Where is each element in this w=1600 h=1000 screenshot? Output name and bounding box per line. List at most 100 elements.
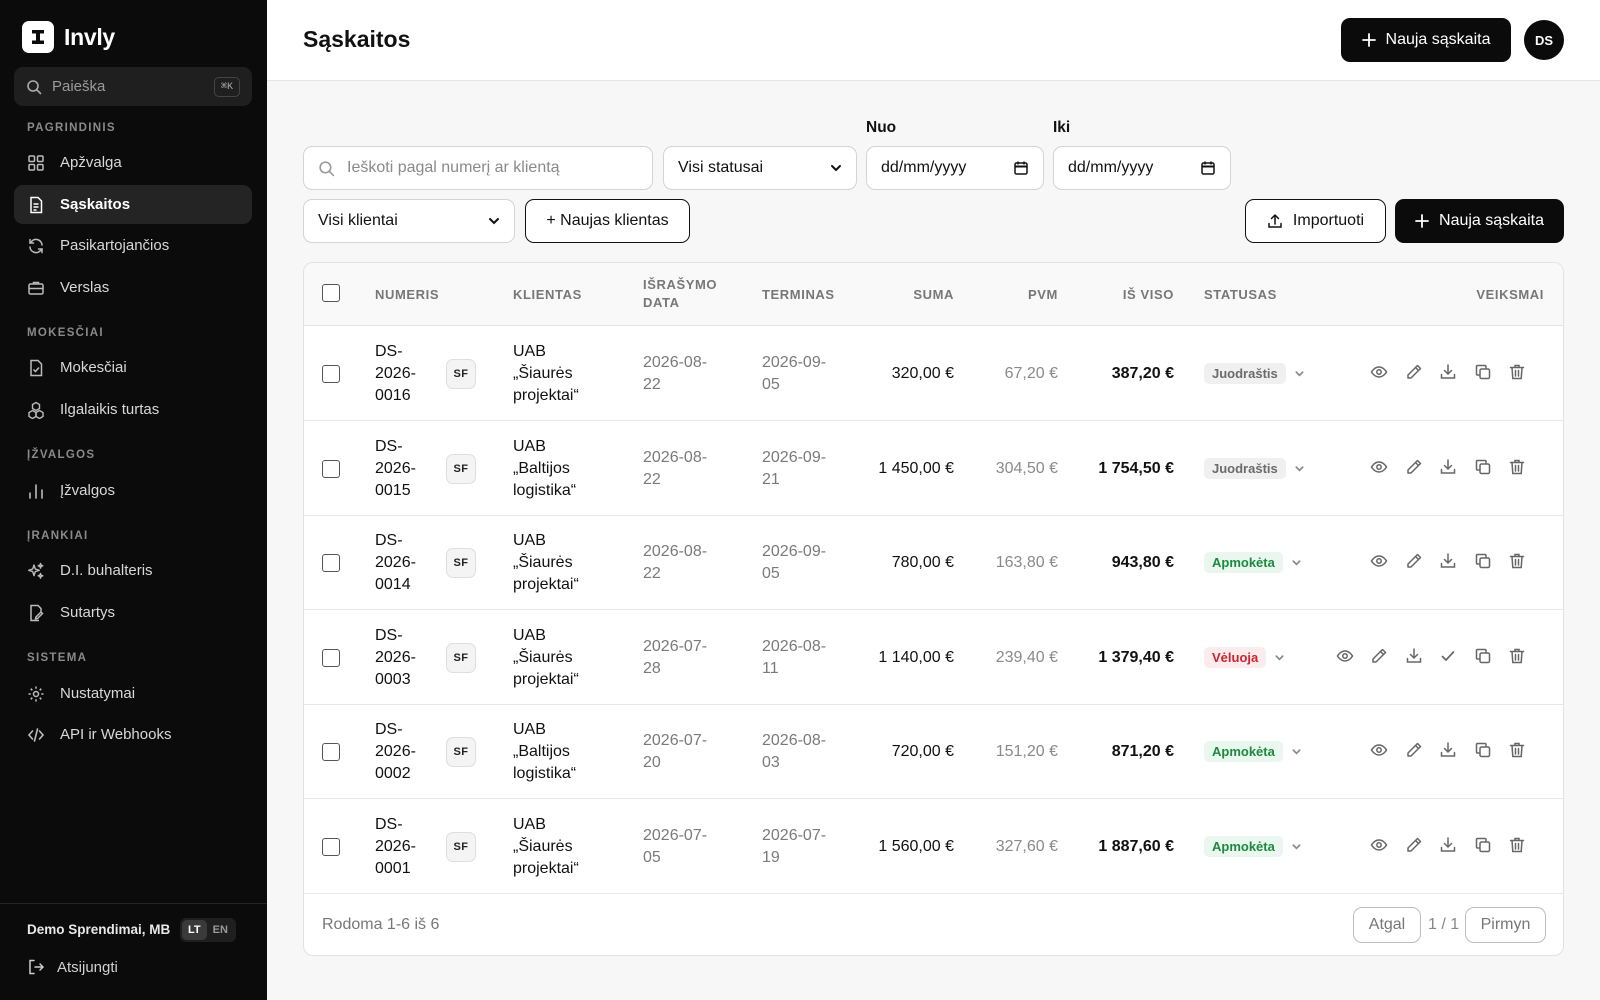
sidebar-item-overview[interactable]: Apžvalga [14, 143, 252, 182]
new-client-button[interactable]: + Naujas klientas [525, 199, 690, 243]
logout-button[interactable]: Atsijungti [27, 958, 118, 976]
trash-icon[interactable] [1507, 457, 1527, 477]
sparkles-icon [26, 561, 46, 581]
header-new-invoice-button[interactable]: Nauja sąskaita [1341, 18, 1511, 62]
date-from-input[interactable]: dd/mm/yyyy [866, 146, 1044, 190]
num-cell: DS- [375, 437, 403, 455]
copy-icon[interactable] [1473, 740, 1493, 760]
pencil-icon[interactable] [1404, 835, 1424, 855]
sidebar-item-insights[interactable]: Įžvalgos [14, 471, 252, 510]
sidebar-item-recurring[interactable]: Pasikartojančios [14, 226, 252, 265]
trash-icon[interactable] [1507, 551, 1527, 571]
language-switch[interactable]: LT EN [180, 918, 236, 942]
col-due[interactable]: TERMINAS [762, 287, 835, 302]
eye-icon[interactable] [1369, 835, 1389, 855]
date-cell: 05 [762, 565, 780, 582]
download-icon[interactable] [1438, 835, 1458, 855]
import-button[interactable]: Importuoti [1245, 199, 1386, 243]
calendar-icon[interactable] [1200, 160, 1216, 176]
calendar-icon[interactable] [1013, 160, 1029, 176]
status-dropdown[interactable]: Apmokėta [1204, 835, 1302, 857]
date-cell: 2026-07- [643, 732, 708, 749]
trash-icon[interactable] [1507, 362, 1527, 382]
download-icon[interactable] [1438, 362, 1458, 382]
sidebar-item-taxes[interactable]: Mokesčiai [14, 348, 252, 387]
eye-icon[interactable] [1369, 740, 1389, 760]
copy-icon[interactable] [1473, 551, 1493, 571]
status-dropdown[interactable]: Vėluoja [1204, 646, 1285, 668]
tot-cell: 943,80 € [1111, 554, 1174, 571]
select-all-checkbox[interactable] [322, 284, 340, 302]
table-row[interactable]: DS- 2026- 0014 SF UAB „Šiaurės projektai“ 2026-… [304, 516, 1563, 610]
row-checkbox[interactable] [322, 837, 340, 856]
pencil-icon[interactable] [1404, 740, 1424, 760]
sidebar-item-invoices[interactable]: Sąskaitos [14, 185, 252, 224]
eye-icon[interactable] [1369, 551, 1389, 571]
chevron-down-icon [1291, 746, 1302, 757]
eye-icon[interactable] [1369, 457, 1389, 477]
col-total[interactable]: IŠ VISO [1122, 287, 1174, 302]
pencil-icon[interactable] [1404, 457, 1424, 477]
brand[interactable]: Invly [22, 21, 115, 53]
trash-icon[interactable] [1507, 740, 1527, 760]
col-amount[interactable]: SUMA [913, 287, 954, 302]
status-dropdown[interactable]: Apmokėta [1204, 552, 1302, 573]
lang-lt[interactable]: LT [182, 920, 207, 940]
pencil-icon[interactable] [1404, 362, 1424, 382]
col-number[interactable]: NUMERIS [375, 287, 440, 302]
pencil-icon[interactable] [1404, 551, 1424, 571]
sidebar-item-label: Apžvalga [60, 154, 122, 171]
col-vat[interactable]: PVM [1028, 287, 1058, 302]
eye-icon[interactable] [1335, 646, 1355, 666]
trash-icon[interactable] [1507, 646, 1527, 666]
row-checkbox[interactable] [322, 743, 340, 761]
invoice-search-input[interactable]: Ieškoti pagal numerį ar klientą [303, 146, 653, 190]
prev-page-button[interactable]: Atgal [1353, 907, 1421, 943]
table-row[interactable]: DS- 2026- 0001 SF UAB „Šiaurės projektai“ 2026-… [304, 800, 1563, 894]
table-row[interactable]: DS- 2026- 0016 SF UAB „Šiaurės projektai“ 2026-… [304, 327, 1563, 421]
table-row[interactable]: DS- 2026- 0002 SF UAB „Baltijos logistika“ 2026… [304, 705, 1563, 799]
client-cell: „Šiaurės [513, 648, 573, 666]
vat-cell: 304,50 € [995, 459, 1058, 477]
copy-icon[interactable] [1473, 362, 1493, 382]
status-dropdown[interactable]: Juodraštis [1204, 363, 1305, 384]
download-icon[interactable] [1404, 646, 1424, 666]
copy-icon[interactable] [1473, 646, 1493, 666]
avatar[interactable]: DS [1524, 20, 1564, 60]
col-issue-date-line1[interactable]: IŠRAŠYMO [643, 277, 718, 292]
copy-icon[interactable] [1473, 835, 1493, 855]
sidebar-item-settings[interactable]: Nustatymai [14, 674, 252, 713]
col-issue-date-line2[interactable]: DATA [643, 295, 680, 310]
sidebar-item-business[interactable]: Verslas [14, 268, 252, 307]
col-client[interactable]: KLIENTAS [513, 287, 582, 302]
row-checkbox[interactable] [322, 459, 340, 478]
sidebar-item-fixed-assets[interactable]: Ilgalaikis turtas [14, 390, 252, 429]
sidebar-item-label: Verslas [60, 279, 110, 296]
row-checkbox[interactable] [322, 554, 340, 572]
new-invoice-button[interactable]: Nauja sąskaita [1395, 199, 1564, 243]
trash-icon[interactable] [1507, 835, 1527, 855]
row-checkbox[interactable] [322, 648, 340, 667]
col-status[interactable]: STATUSAS [1204, 287, 1277, 302]
status-select[interactable]: Visi statusai [663, 146, 857, 190]
sidebar-search[interactable]: Paieška ⌘K [14, 67, 252, 106]
copy-icon[interactable] [1473, 457, 1493, 477]
download-icon[interactable] [1438, 457, 1458, 477]
download-icon[interactable] [1438, 551, 1458, 571]
status-dropdown[interactable]: Juodraštis [1204, 457, 1305, 479]
status-dropdown[interactable]: Apmokėta [1204, 741, 1302, 762]
check-icon[interactable] [1438, 646, 1458, 666]
date-to-input[interactable]: dd/mm/yyyy [1053, 146, 1231, 190]
lang-en[interactable]: EN [212, 924, 228, 936]
row-checkbox[interactable] [322, 365, 340, 383]
table-row[interactable]: DS- 2026- 0003 SF UAB „Šiaurės projektai“ 2026-… [304, 611, 1563, 705]
client-select[interactable]: Visi klientai [303, 199, 515, 243]
sidebar-item-ai-accountant[interactable]: D.I. buhalteris [14, 551, 252, 590]
table-row[interactable]: DS- 2026- 0015 SF UAB „Baltijos logistika“ 2026… [304, 422, 1563, 516]
eye-icon[interactable] [1369, 362, 1389, 382]
pencil-icon[interactable] [1369, 646, 1389, 666]
download-icon[interactable] [1438, 740, 1458, 760]
sidebar-item-contracts[interactable]: Sutartys [14, 593, 252, 632]
next-page-button[interactable]: Pirmyn [1465, 907, 1546, 943]
sidebar-item-api[interactable]: API ir Webhooks [14, 715, 252, 754]
